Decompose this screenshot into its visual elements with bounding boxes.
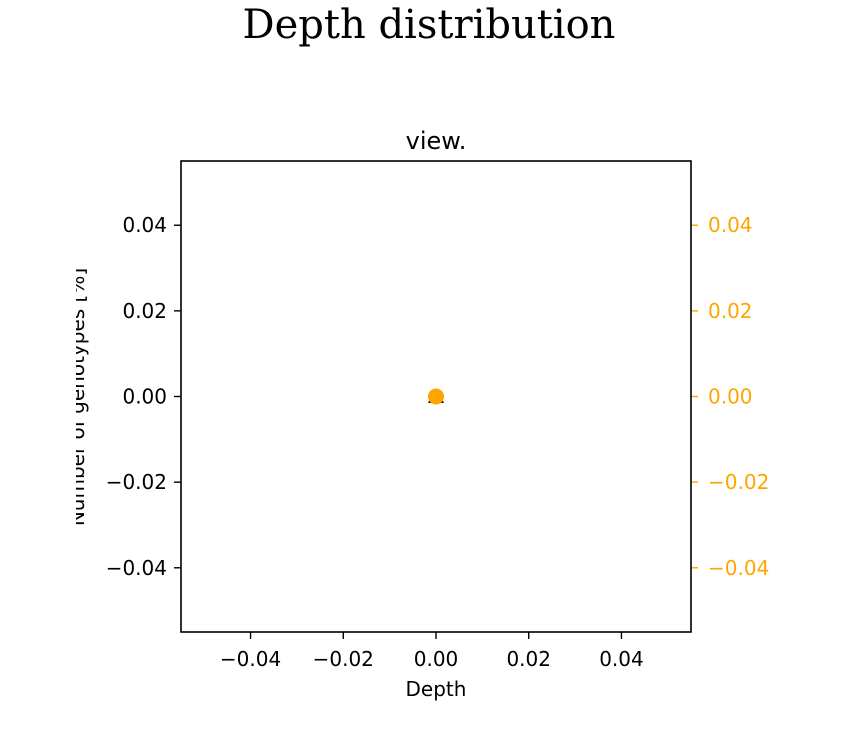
y-left-tick-label: −0.02 — [106, 470, 167, 494]
y-left-tick-label: 0.00 — [122, 385, 167, 409]
x-tick-label: −0.04 — [220, 647, 281, 671]
data-marks — [428, 388, 444, 405]
y-axis-right-ticks: 0.04 0.02 0.00 −0.02 −0.04 — [691, 213, 769, 580]
axes-frame — [180, 160, 692, 633]
x-tick-label: 0.00 — [414, 647, 459, 671]
data-point-circle — [428, 388, 444, 405]
x-axis-ticks: −0.04 −0.02 0.00 0.02 0.04 — [220, 632, 644, 671]
x-tick-label: 0.04 — [599, 647, 644, 671]
axes-title: view. — [406, 127, 467, 155]
y-axis-left-ticks: 0.04 0.02 0.00 −0.02 −0.04 — [106, 213, 181, 580]
y-right-tick-label: 0.02 — [708, 299, 753, 323]
y-left-tick-label: −0.04 — [106, 556, 167, 580]
suptitle: Depth distribution — [243, 2, 616, 48]
x-axis-label: Depth — [406, 677, 467, 701]
x-tick-label: −0.02 — [313, 647, 374, 671]
ylabel-clip-mask — [60, 200, 76, 600]
y-left-tick-label: 0.02 — [122, 299, 167, 323]
y-right-tick-label: −0.04 — [708, 556, 769, 580]
y-right-tick-label: 0.00 — [708, 385, 753, 409]
y-right-tick-label: −0.02 — [708, 470, 769, 494]
y-right-tick-label: 0.04 — [708, 213, 753, 237]
y-left-tick-label: 0.04 — [122, 213, 167, 237]
x-tick-label: 0.02 — [506, 647, 551, 671]
